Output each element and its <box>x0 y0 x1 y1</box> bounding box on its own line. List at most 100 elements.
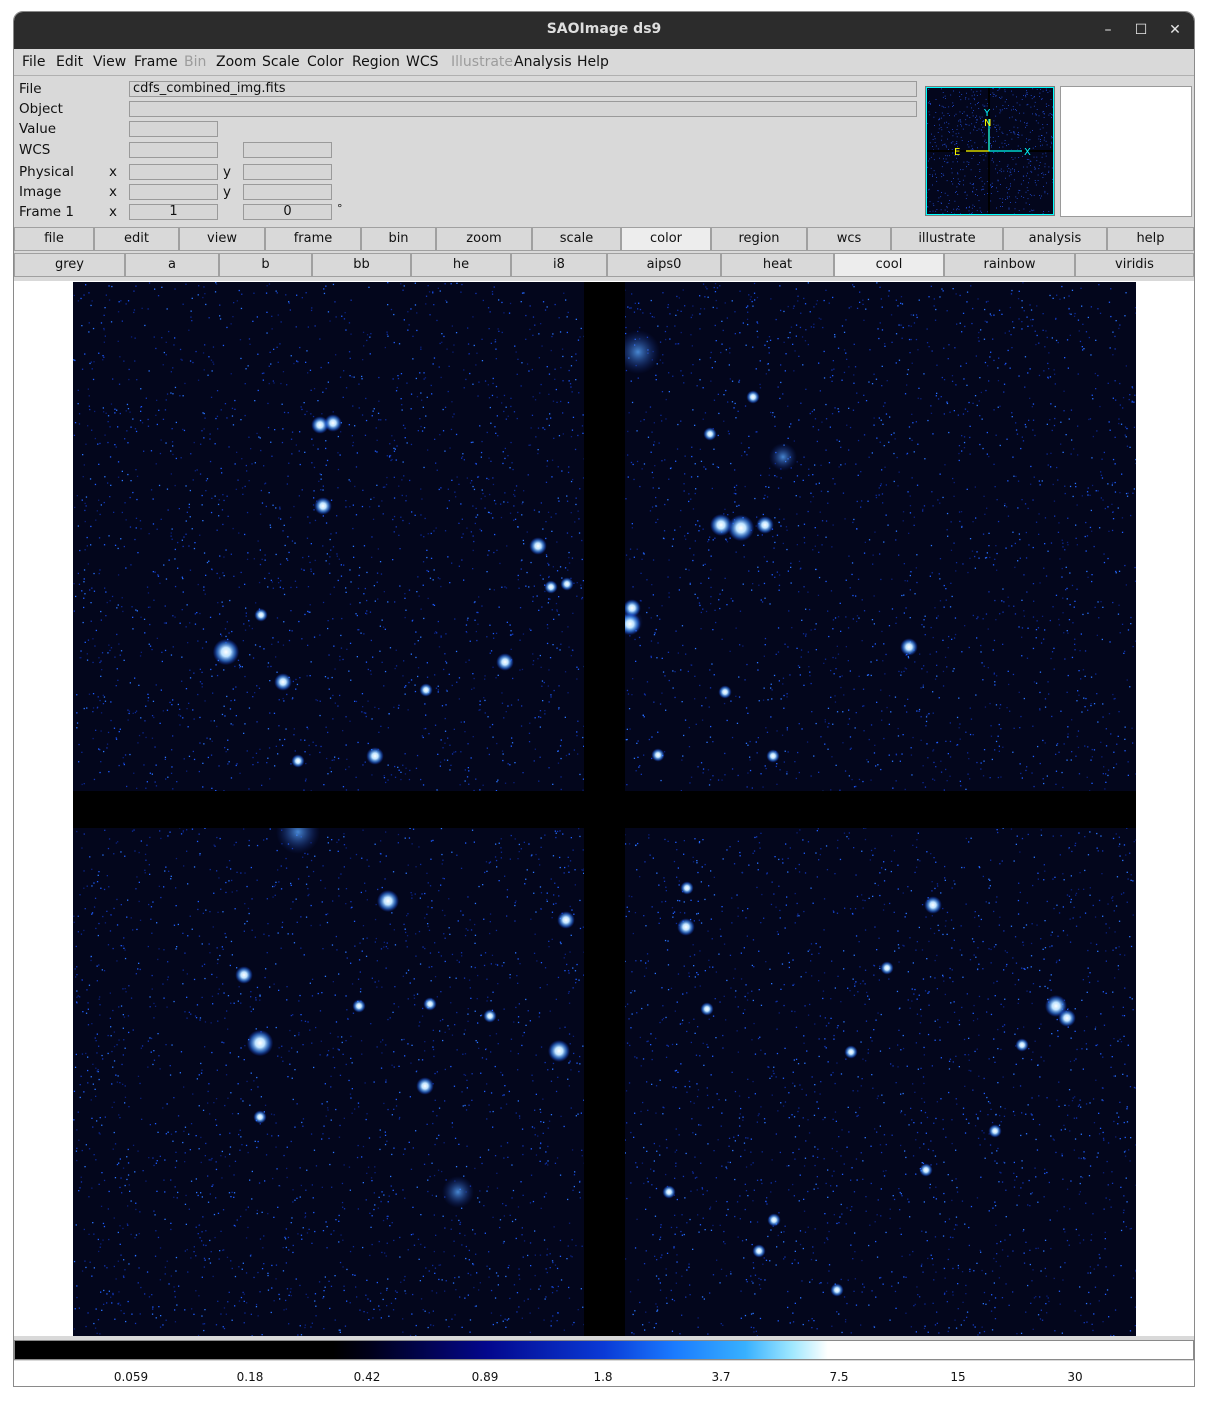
btn-frame[interactable]: frame <box>265 227 361 251</box>
xray-source <box>253 1110 267 1124</box>
file-field: cdfs_combined_img.fits <box>129 81 917 97</box>
menu-frame[interactable]: Frame <box>134 54 178 70</box>
image-y-field <box>243 184 332 200</box>
cmap-grey[interactable]: grey <box>14 253 125 277</box>
xray-source <box>662 1185 676 1199</box>
menu-bin: Bin <box>184 54 207 70</box>
btn-help[interactable]: help <box>1107 227 1194 251</box>
xray-source <box>423 997 437 1011</box>
panner-east-label: E <box>954 147 960 158</box>
xray-source <box>377 890 399 912</box>
file-label: File <box>19 81 42 97</box>
btn-scale[interactable]: scale <box>532 227 621 251</box>
btn-bin[interactable]: bin <box>361 227 436 251</box>
xray-source <box>291 754 305 768</box>
btn-analysis[interactable]: analysis <box>1003 227 1107 251</box>
cmap-rainbow[interactable]: rainbow <box>944 253 1075 277</box>
xray-source <box>560 577 574 591</box>
menu-help[interactable]: Help <box>577 54 609 70</box>
cmap-aips0[interactable]: aips0 <box>607 253 721 277</box>
xray-source <box>700 1002 714 1016</box>
wcs-field-1 <box>129 142 218 158</box>
btn-view[interactable]: view <box>179 227 265 251</box>
menu-edit[interactable]: Edit <box>56 54 84 70</box>
panner-thumbnail[interactable]: Y N E X <box>925 86 1055 216</box>
xray-source <box>623 599 641 617</box>
frame-label: Frame 1 <box>19 204 74 220</box>
magnifier-panel <box>1060 86 1192 217</box>
colormap-bar: grey a b bb he i8 aips0 heat cool rainbo… <box>14 253 1194 278</box>
menu-wcs[interactable]: WCS <box>406 54 439 70</box>
xray-source <box>767 1213 781 1227</box>
btn-file[interactable]: file <box>14 227 94 251</box>
wcs-label: WCS <box>19 142 51 158</box>
cmap-i8[interactable]: i8 <box>511 253 607 277</box>
colorbar-tick-label: 3.7 <box>711 1370 731 1384</box>
wcs-field-2 <box>243 142 332 158</box>
cmap-bb[interactable]: bb <box>312 253 411 277</box>
xray-source <box>900 638 918 656</box>
button-bar: file edit view frame bin zoom scale colo… <box>14 227 1194 252</box>
minimize-button[interactable]: – <box>1104 22 1112 38</box>
physical-y-label: y <box>223 164 231 180</box>
cmap-viridis[interactable]: viridis <box>1075 253 1194 277</box>
cmap-cool[interactable]: cool <box>834 253 944 277</box>
colorbar-tick-label: 0.18 <box>236 1370 264 1384</box>
colorbar[interactable] <box>14 1340 1194 1360</box>
menu-region[interactable]: Region <box>352 54 400 70</box>
menu-color[interactable]: Color <box>307 54 344 70</box>
info-panel: File cdfs_combined_img.fits Object Value… <box>14 76 1194 226</box>
diffuse-emission <box>769 443 797 471</box>
menu-file[interactable]: File <box>22 54 46 70</box>
xray-source <box>366 747 384 765</box>
xray-source <box>1058 1009 1076 1027</box>
image-canvas[interactable] <box>14 281 1194 1336</box>
value-label: Value <box>19 121 57 137</box>
cmap-a[interactable]: a <box>125 253 219 277</box>
image-label: Image <box>19 184 62 200</box>
panner-image: Y N E X <box>926 87 1055 216</box>
xray-source <box>254 608 268 622</box>
menu-scale[interactable]: Scale <box>262 54 300 70</box>
xray-source <box>680 881 694 895</box>
menu-zoom[interactable]: Zoom <box>216 54 257 70</box>
btn-color[interactable]: color <box>621 227 711 251</box>
xray-source <box>419 683 433 697</box>
window-title: SAOImage ds9 <box>546 21 662 37</box>
btn-wcs[interactable]: wcs <box>807 227 891 251</box>
menu-view[interactable]: View <box>93 54 127 70</box>
maximize-button[interactable]: ☐ <box>1134 22 1148 38</box>
value-field <box>129 121 218 137</box>
degree-unit: ° <box>337 202 343 215</box>
title-bar: SAOImage ds9 – ☐ ✕ <box>14 12 1194 49</box>
close-button[interactable]: ✕ <box>1169 22 1181 38</box>
cmap-heat[interactable]: heat <box>721 253 834 277</box>
panner-x-label: X <box>1024 147 1031 158</box>
cmap-he[interactable]: he <box>411 253 511 277</box>
btn-region[interactable]: region <box>711 227 807 251</box>
menu-illustrate: Illustrate <box>451 54 514 70</box>
colorbar-tick-label: 0.42 <box>353 1370 381 1384</box>
xray-source <box>919 1163 933 1177</box>
xray-source <box>235 966 253 984</box>
cmap-b[interactable]: b <box>219 253 312 277</box>
xray-source <box>746 390 760 404</box>
btn-zoom[interactable]: zoom <box>436 227 532 251</box>
colorbar-tick-label: 0.89 <box>471 1370 499 1384</box>
frame-rotation-field: 0 <box>243 204 332 220</box>
menu-analysis[interactable]: Analysis <box>514 54 572 70</box>
panner-y-label: Y <box>983 108 991 119</box>
physical-x-label: x <box>109 164 117 180</box>
colorbar-tick-label: 0.059 <box>113 1370 149 1384</box>
xray-source <box>314 497 332 515</box>
xray-source <box>710 514 732 536</box>
fits-image[interactable] <box>73 282 1136 1336</box>
btn-illustrate[interactable]: illustrate <box>891 227 1003 251</box>
colorbar-tick-label: 15 <box>950 1370 966 1384</box>
xray-source <box>544 580 558 594</box>
xray-source <box>324 414 342 432</box>
btn-edit[interactable]: edit <box>94 227 179 251</box>
colorbar-tick-label: 1.8 <box>593 1370 613 1384</box>
panner-north-label: N <box>984 118 991 129</box>
xray-source <box>496 653 514 671</box>
